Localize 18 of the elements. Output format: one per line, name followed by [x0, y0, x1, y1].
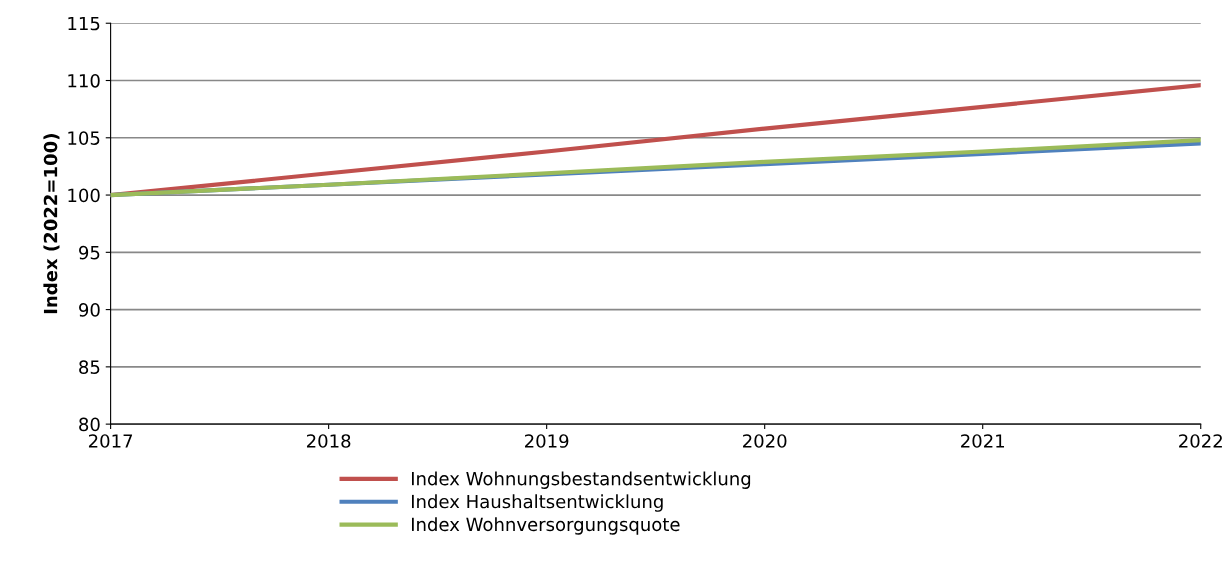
legend-label: Index Haushaltsentwicklung [411, 494, 663, 512]
y-tick-label: 95 [79, 245, 100, 260]
x-tick-label: 2021 [961, 434, 1005, 448]
y-axis-title: Index (2022=100) [43, 134, 60, 314]
legend-label: Index Wohnversorgungsquote [411, 517, 680, 535]
y-tick-label: 90 [79, 303, 100, 317]
x-tick-label: 2017 [88, 434, 133, 448]
x-tick-label: 2018 [306, 434, 351, 448]
y-tick-label: 85 [79, 360, 100, 374]
y-tick-label: 110 [68, 73, 100, 88]
legend-label: Index Wohnungsbestandsentwicklung [411, 471, 751, 489]
y-tick-label: 105 [68, 131, 100, 145]
y-tick-label: 80 [79, 417, 100, 432]
y-tick-label: 100 [68, 188, 100, 203]
y-tick-label: 115 [68, 16, 100, 31]
x-tick-label: 2022 [1179, 434, 1222, 448]
x-tick-label: 2019 [525, 434, 569, 448]
x-tick-label: 2020 [743, 434, 787, 448]
